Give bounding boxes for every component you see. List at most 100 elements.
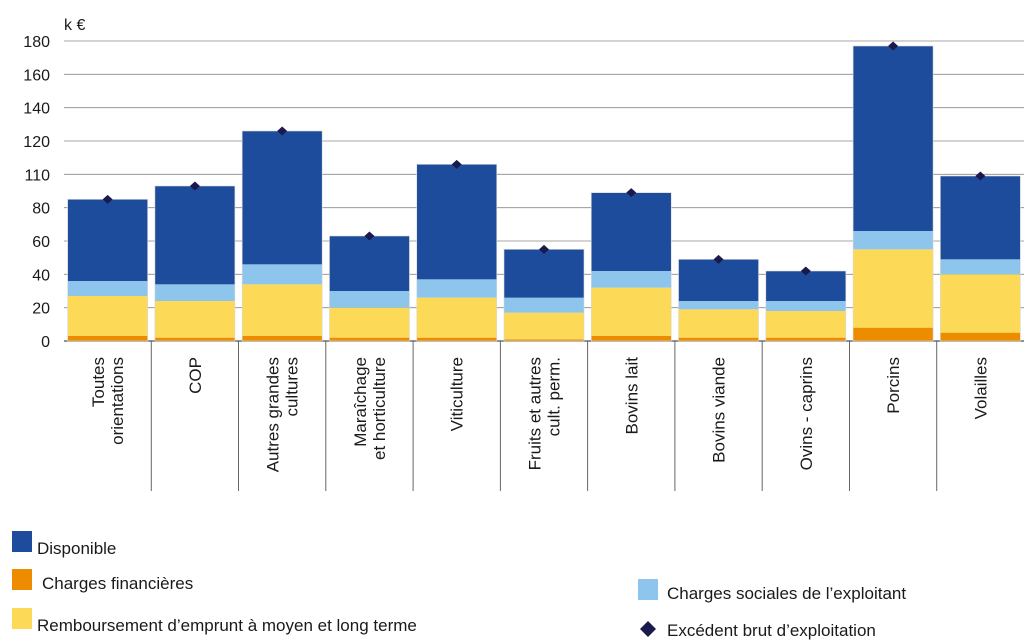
unit-label: k €	[64, 17, 85, 34]
bar-segment	[504, 312, 584, 340]
bar-segment	[154, 301, 235, 338]
bar-segment	[940, 332, 1021, 341]
legend-swatch-charges-financieres	[12, 569, 32, 590]
bar-segment	[853, 231, 934, 250]
bar-segment	[940, 259, 1021, 275]
bar-segment	[416, 337, 497, 341]
bar-segment	[765, 301, 846, 311]
x-tick-label-line: Fruits et autres	[526, 357, 545, 470]
bar-segment	[591, 287, 672, 336]
ebe-marker	[626, 188, 637, 198]
bar-segment	[765, 337, 846, 341]
legend-swatch-charges-sociales	[638, 579, 658, 600]
legend-label-charges-sociales: Charges sociales de l’exploitant	[667, 584, 906, 603]
bar-segment	[940, 176, 1021, 260]
x-tick-label-line: orientations	[108, 357, 127, 445]
x-tick-label: Porcins	[884, 357, 903, 414]
x-tick-label-line: cult. perm.	[545, 357, 564, 436]
x-tick-label: Volailles	[971, 357, 990, 419]
bar-segment	[154, 337, 235, 341]
y-tick-label: 80	[32, 201, 50, 218]
ebe-markers	[102, 41, 986, 276]
bar-segment	[504, 297, 584, 313]
bar-segment	[242, 284, 323, 336]
x-tick-label-line: Volailles	[971, 357, 990, 419]
bar-segment	[416, 164, 497, 280]
x-tick-label: Fruits et autres cult. perm.	[526, 357, 564, 470]
bar-segment	[853, 46, 934, 231]
x-tick-label-line: Maraîchage	[351, 357, 370, 447]
x-tick-label-line: Bovins viande	[710, 357, 729, 463]
bar-segment	[853, 327, 934, 341]
y-tick-label: 120	[23, 134, 50, 151]
bar-segment	[678, 337, 759, 341]
y-tick-label: 140	[23, 101, 50, 118]
ebe-marker	[277, 126, 288, 136]
bar-segment	[678, 259, 759, 301]
x-tick-label: COP	[186, 357, 205, 394]
x-tick-label: Toutes orientations	[89, 357, 127, 445]
bar-segment	[329, 307, 410, 338]
y-tick-label: 180	[23, 34, 50, 51]
x-tick-label: Bovins lait	[622, 357, 641, 435]
bar-segment	[678, 309, 759, 338]
x-tick-label-line: Autres grandes	[264, 357, 283, 472]
bar-segment	[504, 339, 584, 341]
x-tick-label-line: COP	[186, 357, 205, 394]
x-tick-label-line: Bovins lait	[622, 357, 641, 435]
bar-segment	[329, 236, 410, 291]
y-tick-label: 110	[24, 167, 50, 184]
bar-segment	[591, 271, 672, 288]
ebe-marker	[102, 194, 113, 204]
bar-segment	[67, 199, 148, 281]
x-tick-label: Maraîchage et horticulture	[351, 357, 389, 460]
ebe-marker	[189, 181, 200, 191]
bars	[67, 45, 1021, 342]
y-tick-label: 60	[32, 234, 50, 251]
y-tick-label: 0	[41, 334, 50, 351]
legend-label-charges-financieres: Charges financières	[42, 574, 193, 593]
bar-segment	[154, 284, 235, 301]
ebe-marker	[713, 254, 724, 264]
bar-segment	[765, 271, 846, 301]
bar-segment	[591, 336, 672, 341]
x-tick-label-line: Toutes	[89, 357, 108, 407]
x-tick-label: Bovins viande	[710, 357, 729, 463]
x-tick-label: Viticulture	[448, 357, 467, 431]
bar-segment	[329, 337, 410, 341]
bar-segment	[242, 131, 323, 265]
legend-swatch-disponible	[12, 531, 32, 552]
bar-segment	[242, 336, 323, 341]
y-tick-label: 40	[32, 267, 50, 284]
bar-segment	[765, 311, 846, 338]
x-tick-label-line: Porcins	[884, 357, 903, 414]
legend-marker-ebe	[640, 621, 656, 637]
bar-segment	[67, 336, 148, 341]
x-tick-label: Autres grandes cultures	[264, 357, 302, 472]
bar-segment	[67, 296, 148, 336]
ebe-marker	[975, 171, 986, 181]
bar-segment	[678, 301, 759, 310]
bar-segment	[591, 192, 672, 271]
bar-segment	[853, 249, 934, 328]
bar-segment	[940, 274, 1021, 333]
legend: Disponible Charges financières Rembourse…	[12, 531, 906, 640]
x-tick-label-line: Viticulture	[448, 357, 467, 431]
legend-swatch-remboursement	[12, 608, 32, 629]
bar-segment	[154, 186, 235, 285]
bar-segment	[242, 264, 323, 285]
bar-segment	[67, 281, 148, 296]
legend-label-ebe: Excédent brut d’exploitation	[667, 621, 876, 640]
x-tick-label-line: et horticulture	[370, 357, 389, 460]
y-tick-label: 20	[32, 301, 50, 318]
y-axis: 0 20 40 60 80 110 120 140 160 180	[23, 34, 50, 351]
x-tick-label-line: cultures	[283, 357, 302, 417]
bar-segment	[416, 297, 497, 338]
ebe-marker	[364, 231, 375, 241]
x-axis: Toutes orientations COP Autres grandes cultu…	[89, 341, 990, 491]
legend-label-remboursement: Remboursement d’emprunt à moyen et long …	[37, 616, 417, 635]
ebe-marker	[800, 266, 811, 276]
bar-segment	[416, 279, 497, 298]
ebe-marker	[888, 41, 899, 51]
